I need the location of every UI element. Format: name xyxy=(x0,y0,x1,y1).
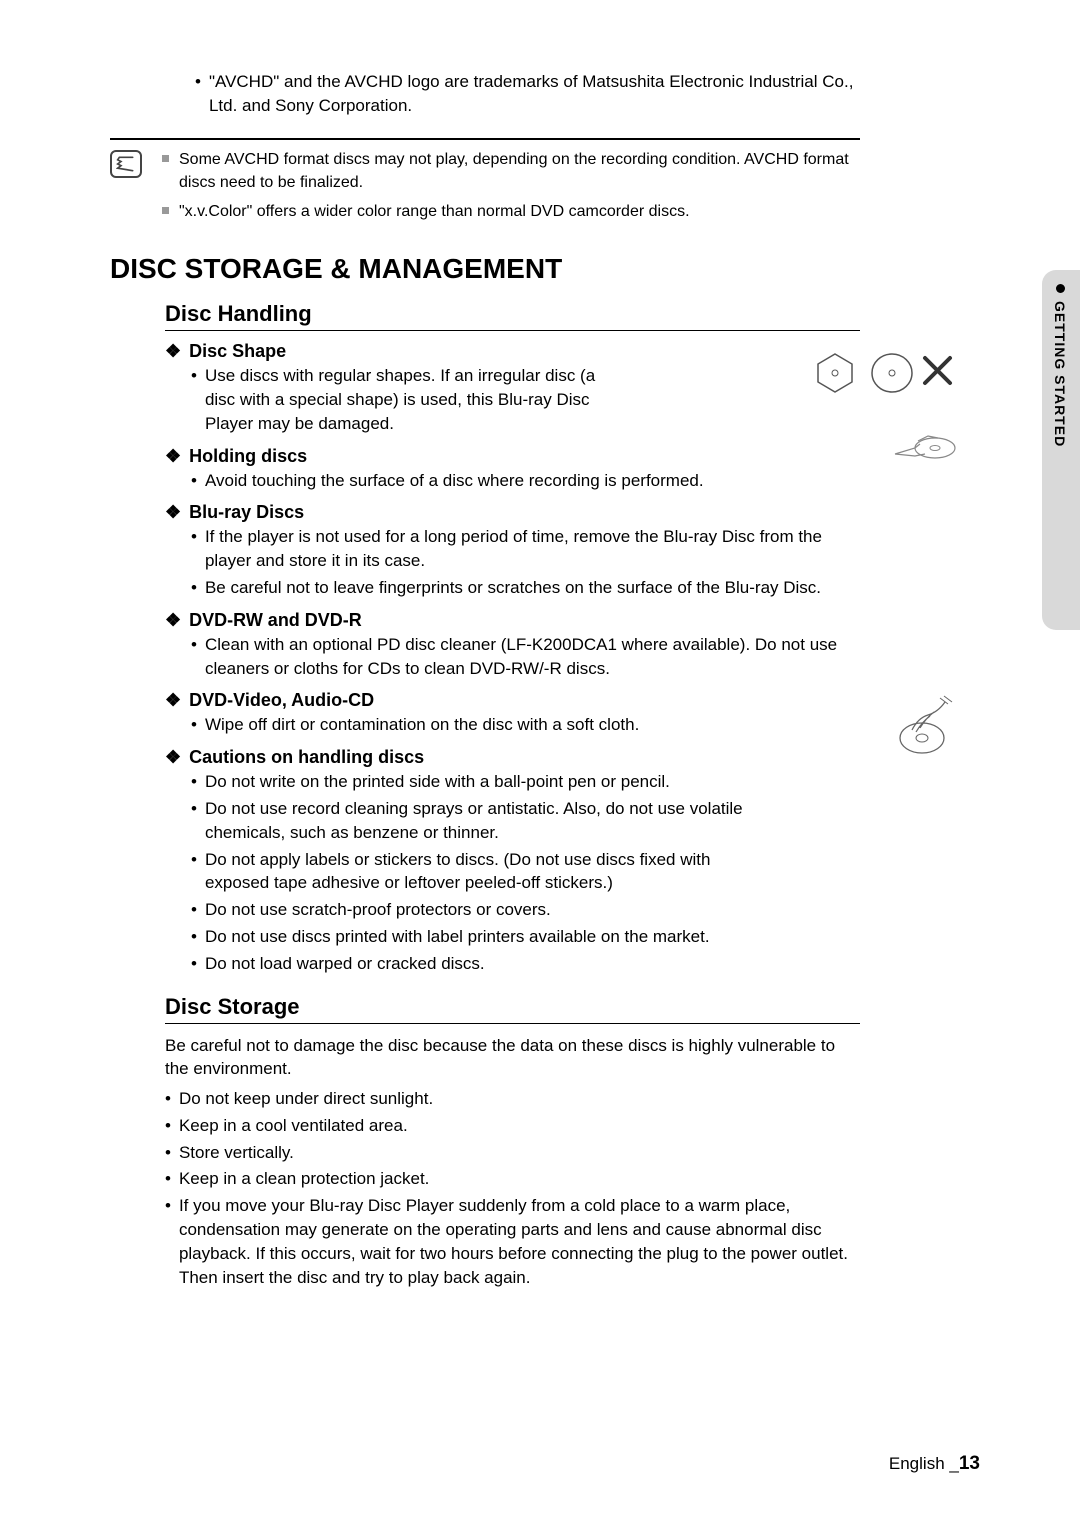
group-heading: ❖ Cautions on handling discs xyxy=(165,747,860,768)
diamond-icon: ❖ xyxy=(165,747,181,768)
footer-page-number: 13 xyxy=(959,1453,980,1474)
bullet-dot: • xyxy=(191,952,197,976)
trademark-note: • "AVCHD" and the AVCHD logo are tradema… xyxy=(195,70,860,118)
disc-storage-section: Be careful not to damage the disc becaus… xyxy=(165,1034,860,1290)
list-item: • Store vertically. xyxy=(165,1141,860,1165)
diamond-icon: ❖ xyxy=(165,610,181,631)
bullet-dot: • xyxy=(165,1167,171,1191)
item-text: Store vertically. xyxy=(179,1141,294,1165)
note-box: Some AVCHD format discs may not play, de… xyxy=(110,138,860,230)
disc-handling-section: ❖Disc Shape•Use discs with regular shape… xyxy=(165,341,860,975)
group-title: Disc Shape xyxy=(189,341,286,362)
group-heading: ❖ Blu-ray Discs xyxy=(165,502,860,523)
bullet-dot: • xyxy=(195,70,201,118)
bullet-dot: • xyxy=(191,770,197,794)
group-heading: ❖ Holding discs xyxy=(165,446,860,467)
bullet-dot: • xyxy=(191,525,197,573)
note-marker xyxy=(162,155,169,162)
list-item: • Do not load warped or cracked discs. xyxy=(191,952,761,976)
list-item: • Do not use discs printed with label pri… xyxy=(191,925,761,949)
item-text: Clean with an optional PD disc cleaner (… xyxy=(205,633,860,681)
bullet-dot: • xyxy=(191,925,197,949)
diamond-icon: ❖ xyxy=(165,341,181,362)
diamond-icon: ❖ xyxy=(165,502,181,523)
group-title: Holding discs xyxy=(189,446,307,467)
list-item: •Clean with an optional PD disc cleaner … xyxy=(191,633,860,681)
footer-language: English xyxy=(889,1454,945,1473)
wiping-disc-illustration xyxy=(890,690,960,760)
storage-intro: Be careful not to damage the disc becaus… xyxy=(165,1034,860,1082)
group-heading: ❖ Disc Shape xyxy=(165,341,860,362)
item-text: Do not keep under direct sunlight. xyxy=(179,1087,433,1111)
side-tab-text: GETTING STARTED xyxy=(1052,301,1068,447)
item-text: Avoid touching the surface of a disc whe… xyxy=(205,469,704,493)
item-text: Keep in a cool ventilated area. xyxy=(179,1114,408,1138)
bullet-dot: • xyxy=(165,1141,171,1165)
item-text: If you move your Blu-ray Disc Player sud… xyxy=(179,1194,860,1289)
note-line: "x.v.Color" offers a wider color range t… xyxy=(162,200,860,223)
group-title: Cautions on handling discs xyxy=(189,747,424,768)
item-text: Do not use scratch-proof protectors or c… xyxy=(205,898,551,922)
bullet-dot: • xyxy=(191,848,197,896)
group-heading: ❖ DVD-RW and DVD-R xyxy=(165,610,860,631)
trademark-text: "AVCHD" and the AVCHD logo are trademark… xyxy=(209,70,860,118)
side-tab-dot xyxy=(1056,284,1065,293)
side-tab: GETTING STARTED xyxy=(1042,270,1080,630)
item-text: Do not apply labels or stickers to discs… xyxy=(205,848,761,896)
diamond-icon: ❖ xyxy=(165,690,181,711)
item-text: Be careful not to leave fingerprints or … xyxy=(205,576,821,600)
item-text: Use discs with regular shapes. If an irr… xyxy=(205,364,611,435)
list-item: • Wipe off dirt or contamination on the d… xyxy=(191,713,860,737)
group-title: Blu-ray Discs xyxy=(189,502,304,523)
note-icon xyxy=(110,150,142,178)
list-item: • Keep in a clean protection jacket. xyxy=(165,1167,860,1191)
bullet-dot: • xyxy=(191,713,197,737)
note-line: Some AVCHD format discs may not play, de… xyxy=(162,148,860,194)
group-title: DVD-RW and DVD-R xyxy=(189,610,362,631)
page-footer: English _13 xyxy=(889,1453,980,1475)
item-text: Keep in a clean protection jacket. xyxy=(179,1167,429,1191)
list-item: • Be careful not to leave fingerprints or… xyxy=(191,576,860,600)
bullet-dot: • xyxy=(191,633,197,681)
item-text: Do not use discs printed with label prin… xyxy=(205,925,710,949)
list-item: •Do not apply labels or stickers to disc… xyxy=(191,848,761,896)
diamond-icon: ❖ xyxy=(165,446,181,467)
list-item: • Keep in a cool ventilated area. xyxy=(165,1114,860,1138)
list-item: •If you move your Blu-ray Disc Player su… xyxy=(165,1194,860,1289)
group-heading: ❖ DVD-Video, Audio-CD xyxy=(165,690,860,711)
bullet-dot: • xyxy=(165,1114,171,1138)
group-title: DVD-Video, Audio-CD xyxy=(189,690,374,711)
item-text: Wipe off dirt or contamination on the di… xyxy=(205,713,639,737)
item-text: Do not use record cleaning sprays or ant… xyxy=(205,797,761,845)
bullet-dot: • xyxy=(191,797,197,845)
item-text: If the player is not used for a long per… xyxy=(205,525,860,573)
bullet-dot: • xyxy=(191,576,197,600)
bullet-dot: • xyxy=(191,364,197,435)
list-item: •Use discs with regular shapes. If an ir… xyxy=(191,364,611,435)
bullet-dot: • xyxy=(165,1194,171,1289)
bullet-dot: • xyxy=(191,898,197,922)
note-marker xyxy=(162,207,169,214)
section-heading: Disc Storage xyxy=(165,994,860,1024)
bullet-dot: • xyxy=(165,1087,171,1111)
list-item: •Do not use record cleaning sprays or an… xyxy=(191,797,761,845)
item-text: Do not write on the printed side with a … xyxy=(205,770,670,794)
list-item: • Do not use scratch-proof protectors or … xyxy=(191,898,761,922)
disc-shape-illustration xyxy=(810,348,970,398)
side-tab-label: GETTING STARTED xyxy=(1052,284,1068,447)
list-item: • Do not write on the printed side with a… xyxy=(191,770,761,794)
main-heading: DISC STORAGE & MANAGEMENT xyxy=(110,253,860,285)
list-item: •If the player is not used for a long pe… xyxy=(191,525,860,573)
note-text: Some AVCHD format discs may not play, de… xyxy=(179,148,860,194)
list-item: • Do not keep under direct sunlight. xyxy=(165,1087,860,1111)
item-text: Do not load warped or cracked discs. xyxy=(205,952,485,976)
section-heading: Disc Handling xyxy=(165,301,860,331)
holding-disc-illustration xyxy=(890,426,960,466)
note-text: "x.v.Color" offers a wider color range t… xyxy=(179,200,690,223)
list-item: • Avoid touching the surface of a disc wh… xyxy=(191,469,860,493)
bullet-dot: • xyxy=(191,469,197,493)
